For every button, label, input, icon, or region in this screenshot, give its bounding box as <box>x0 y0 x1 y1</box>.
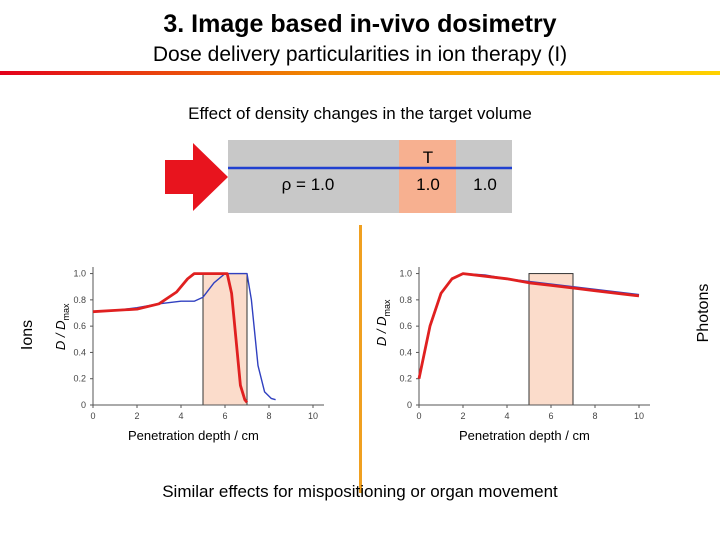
ions-ytick-label: 1.0 <box>73 269 86 279</box>
photons-xtick-label: 2 <box>460 411 465 421</box>
distal-density-label: 1.0 <box>473 175 497 194</box>
effect-heading: Effect of density changes in the target … <box>188 104 532 123</box>
density-label: ρ = 1.0 <box>282 175 335 194</box>
slide-title: 3. Image based in-vivo dosimetry <box>163 10 557 38</box>
photons-ytick-label: 0.4 <box>399 347 412 357</box>
phantom-diagram: ρ = 1.0 T 1.0 1.0 <box>165 140 512 213</box>
photons-label: Photons <box>695 283 712 343</box>
photons-xtick-label: 8 <box>592 411 597 421</box>
ions-xtick-label: 8 <box>266 411 271 421</box>
ions-ytick-label: 0.6 <box>73 321 86 331</box>
ions-ytick-label: 0.8 <box>73 295 86 305</box>
photons-xtick-label: 0 <box>416 411 421 421</box>
photons-xtick-label: 10 <box>634 411 644 421</box>
target-density-label: 1.0 <box>416 175 440 194</box>
ions-ytick-label: 0.2 <box>73 374 86 384</box>
beam-arrow-icon <box>165 143 228 211</box>
ions-xtick-label: 10 <box>308 411 318 421</box>
photons-ylabel-text: D / D <box>374 316 390 347</box>
photons-ytick-label: 1.0 <box>399 269 412 279</box>
ions-xlabel: Penetration depth / cm <box>128 428 259 443</box>
photons-xtick-label: 6 <box>548 411 553 421</box>
photons-ytick-label: 0.2 <box>399 374 412 384</box>
ions-perturbed-curve <box>92 272 249 404</box>
ions-unperturbed-curve <box>92 272 276 401</box>
ions-xtick-label: 2 <box>134 411 139 421</box>
photons-xlabel: Penetration depth / cm <box>459 428 590 443</box>
ions-xtick-label: 4 <box>178 411 183 421</box>
target-volume <box>399 140 456 213</box>
ions-xtick-label: 0 <box>90 411 95 421</box>
photons-target-region <box>528 273 574 406</box>
photons-ytick-label: 0 <box>407 400 412 410</box>
ions-ytick-label: 0 <box>81 400 86 410</box>
footer-note: Similar effects for mispositioning or or… <box>162 482 558 501</box>
photons-perturbed-curve <box>417 272 640 379</box>
photons-ytick-label: 0.6 <box>399 321 412 331</box>
photons-xtick-label: 4 <box>504 411 509 421</box>
photons-depth-dose-chart: 0 0.2 0.4 0.6 0.8 1.0 0 2 4 6 8 10 <box>399 267 650 421</box>
target-label: T <box>423 148 433 167</box>
ions-ytick-label: 0.4 <box>73 347 86 357</box>
ions-depth-dose-chart: 0 0.2 0.4 0.6 0.8 1.0 0 2 4 6 8 10 <box>73 267 324 421</box>
photons-ytick-label: 0.8 <box>399 295 412 305</box>
ions-xtick-label: 6 <box>222 411 227 421</box>
ions-label: Ions <box>19 319 36 351</box>
panel-divider <box>359 225 362 493</box>
phantom-body <box>228 140 512 213</box>
title-underline <box>0 71 720 75</box>
slide-subtitle: Dose delivery particularities in ion the… <box>152 43 568 66</box>
